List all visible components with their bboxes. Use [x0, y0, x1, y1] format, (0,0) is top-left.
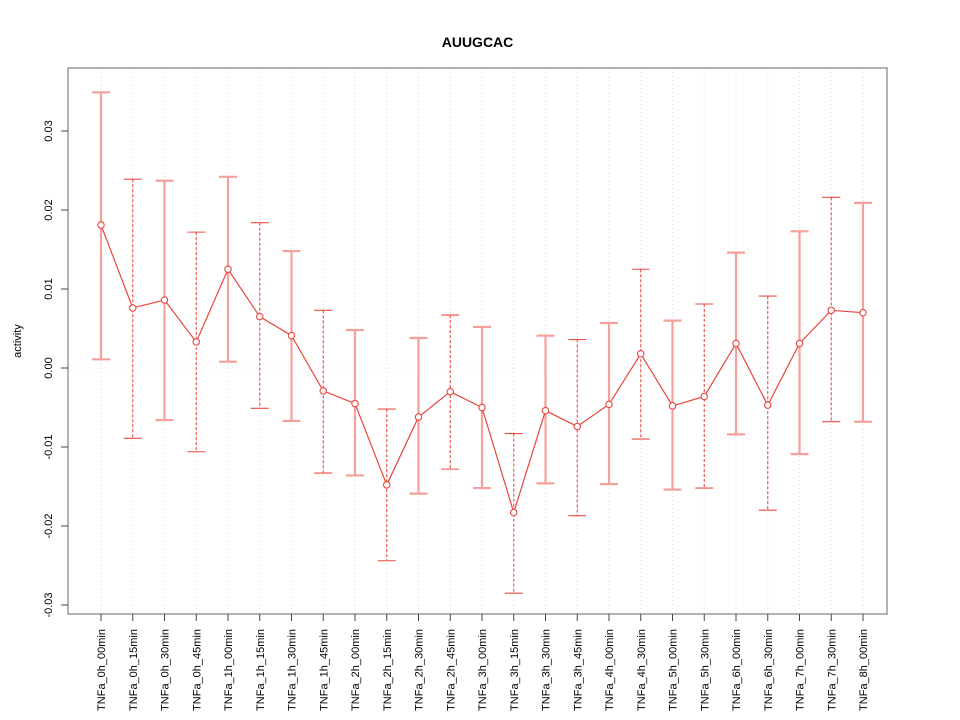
x-tick-label: TNFa_0h_30min — [160, 629, 172, 711]
data-point — [827, 306, 835, 315]
x-tick-label: TNFa_2h_30min — [414, 629, 426, 711]
x-tick-label: TNFa_2h_00min — [350, 629, 362, 711]
y-tick-label: 0.02 — [43, 199, 55, 220]
x-tick-label: TNFa_4h_30min — [636, 629, 648, 711]
data-point — [763, 401, 772, 409]
y-tick-label: -0.03 — [43, 592, 55, 617]
x-tick-label: TNFa_7h_30min — [826, 629, 838, 711]
data-point — [795, 339, 804, 348]
data-point — [382, 481, 391, 489]
data-point — [541, 406, 550, 415]
x-tick-label: TNFa_0h_15min — [128, 629, 140, 711]
y-tick-label: -0.01 — [43, 434, 55, 459]
data-point — [668, 402, 677, 410]
x-tick-label: TNFa_3h_45min — [572, 629, 584, 711]
data-point — [732, 339, 740, 348]
x-tick-label: TNFa_6h_30min — [763, 629, 775, 711]
x-tick-label: TNFa_2h_15min — [382, 629, 394, 711]
y-tick-label: -0.02 — [43, 513, 55, 538]
x-tick-label: TNFa_4h_00min — [604, 629, 616, 711]
data-point — [700, 392, 708, 401]
data-point — [446, 387, 454, 396]
x-tick-label: TNFa_2h_45min — [445, 629, 457, 711]
data-point — [224, 265, 232, 273]
data-point — [605, 400, 613, 409]
data-point — [129, 304, 137, 312]
x-tick-label: TNFa_3h_30min — [541, 629, 553, 711]
plot-frame — [67, 67, 888, 615]
x-tick-label: TNFa_7h_00min — [795, 629, 807, 711]
y-axis-label: activity — [12, 324, 24, 358]
y-tick-label: 0.01 — [43, 278, 55, 299]
data-point — [414, 413, 423, 421]
x-tick-label: TNFa_0h_00min — [96, 629, 108, 711]
data-point — [636, 350, 645, 358]
x-tick-label: TNFa_3h_00min — [477, 629, 489, 711]
data-point — [509, 508, 518, 517]
y-tick-label: 0.00 — [43, 357, 55, 378]
x-tick-label: TNFa_6h_00min — [731, 629, 743, 711]
data-point — [478, 403, 486, 412]
data-point — [287, 331, 296, 340]
x-tick-label: TNFa_1h_00min — [223, 629, 235, 711]
x-tick-label: TNFa_5h_00min — [668, 629, 680, 711]
x-tick-label: TNFa_0h_45min — [191, 629, 203, 711]
x-tick-label: TNFa_3h_15min — [509, 629, 521, 711]
data-point — [319, 387, 327, 395]
y-tick-label: 0.03 — [43, 120, 55, 141]
data-point — [97, 221, 105, 229]
data-point — [859, 308, 867, 317]
data-point — [573, 422, 581, 431]
data-point — [192, 338, 201, 346]
x-tick-label: TNFa_1h_45min — [318, 629, 330, 711]
data-point — [351, 399, 359, 408]
x-tick-label: TNFa_5h_30min — [699, 629, 711, 711]
x-tick-label: TNFa_1h_15min — [255, 629, 267, 711]
chart-title: AUUGCAC — [441, 34, 514, 50]
data-point — [160, 296, 169, 304]
x-tick-label: TNFa_8h_00min — [858, 629, 870, 711]
x-tick-label: TNFa_1h_30min — [287, 629, 299, 711]
data-point — [255, 312, 264, 321]
